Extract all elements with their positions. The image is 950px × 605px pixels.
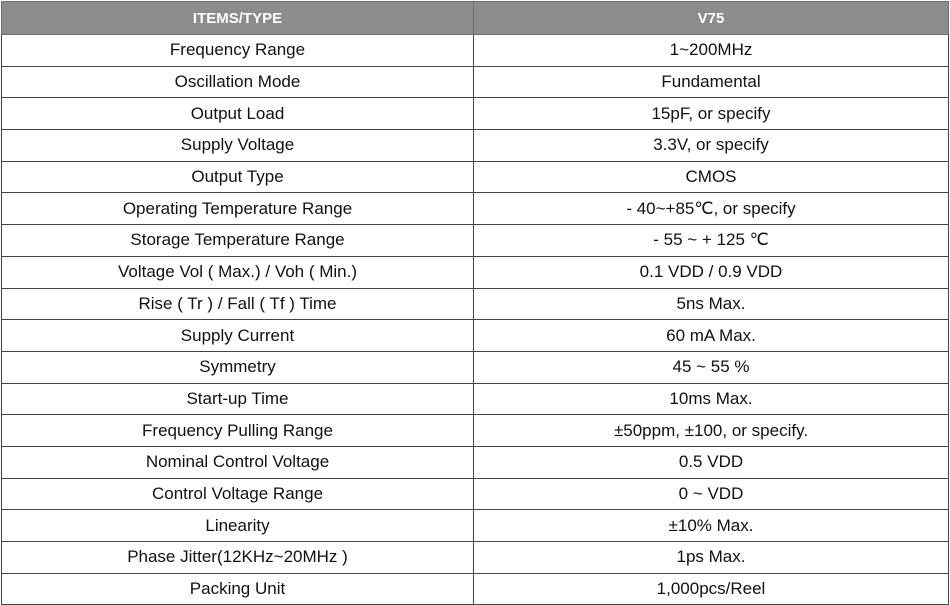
table-row: Voltage Vol ( Max.) / Voh ( Min.) 0.1 VD… — [1, 255, 949, 289]
table-row: Supply Voltage 3.3V, or specify — [1, 129, 949, 162]
row-label: Oscillation Mode — [1, 65, 474, 99]
row-value: 15pF, or specify — [473, 97, 949, 131]
table-row: Start-up Time 10ms Max. — [1, 382, 949, 416]
row-value: - 40~+85℃, or specify — [473, 192, 949, 226]
table-row: Phase Jitter(12KHz~20MHz ) 1ps Max. — [1, 541, 949, 574]
table-row: Supply Current 60 mA Max. — [1, 319, 949, 352]
row-value: 5ns Max. — [473, 287, 949, 321]
row-label: Nominal Control Voltage — [1, 445, 474, 479]
row-label: Supply Current — [1, 319, 474, 352]
row-value: 10ms Max. — [473, 382, 949, 416]
row-value: 0.1 VDD / 0.9 VDD — [473, 255, 949, 289]
table-row: Packing Unit 1,000pcs/Reel — [1, 572, 949, 605]
row-label: Phase Jitter(12KHz~20MHz ) — [1, 541, 474, 574]
row-label: Supply Voltage — [1, 129, 474, 162]
table-row: Operating Temperature Range - 40~+85℃, o… — [1, 192, 949, 226]
row-label: Control Voltage Range — [1, 477, 474, 511]
row-label: Packing Unit — [1, 572, 474, 605]
row-value: - 55 ~ + 125 ℃ — [473, 224, 949, 257]
row-value: 0.5 VDD — [473, 445, 949, 479]
row-label: Start-up Time — [1, 382, 474, 416]
row-label: Linearity — [1, 509, 474, 542]
row-label: Frequency Range — [1, 34, 474, 67]
row-value: 60 mA Max. — [473, 319, 949, 352]
row-value: 45 ~ 55 % — [473, 350, 949, 384]
row-value: 0 ~ VDD — [473, 477, 949, 511]
row-label: Voltage Vol ( Max.) / Voh ( Min.) — [1, 255, 474, 289]
header-model: V75 — [473, 1, 949, 35]
row-label: Storage Temperature Range — [1, 224, 474, 257]
row-label: Operating Temperature Range — [1, 192, 474, 226]
row-label: Output Load — [1, 97, 474, 131]
table-row: Symmetry 45 ~ 55 % — [1, 350, 949, 384]
table-row: Control Voltage Range 0 ~ VDD — [1, 477, 949, 511]
row-label: Symmetry — [1, 350, 474, 384]
row-value: 3.3V, or specify — [473, 129, 949, 162]
table-row: Storage Temperature Range - 55 ~ + 125 ℃ — [1, 224, 949, 257]
row-value: CMOS — [473, 160, 949, 194]
row-value: ±50ppm, ±100, or specify. — [473, 414, 949, 447]
table-row: Rise ( Tr ) / Fall ( Tf ) Time 5ns Max. — [1, 287, 949, 321]
table-row: Frequency Range 1~200MHz — [1, 34, 949, 67]
table-row: Output Type CMOS — [1, 160, 949, 194]
row-label: Rise ( Tr ) / Fall ( Tf ) Time — [1, 287, 474, 321]
table-row: Nominal Control Voltage 0.5 VDD — [1, 445, 949, 479]
header-items-type: ITEMS/TYPE — [1, 1, 474, 35]
table-row: Oscillation Mode Fundamental — [1, 65, 949, 99]
table-header-row: ITEMS/TYPE V75 — [1, 1, 949, 35]
row-value: Fundamental — [473, 65, 949, 99]
row-label: Output Type — [1, 160, 474, 194]
row-label: Frequency Pulling Range — [1, 414, 474, 447]
table-row: Output Load 15pF, or specify — [1, 97, 949, 131]
table-row: Linearity ±10% Max. — [1, 509, 949, 542]
row-value: 1~200MHz — [473, 34, 949, 67]
table-row: Frequency Pulling Range ±50ppm, ±100, or… — [1, 414, 949, 447]
row-value: 1ps Max. — [473, 541, 949, 574]
row-value: 1,000pcs/Reel — [473, 572, 949, 605]
row-value: ±10% Max. — [473, 509, 949, 542]
